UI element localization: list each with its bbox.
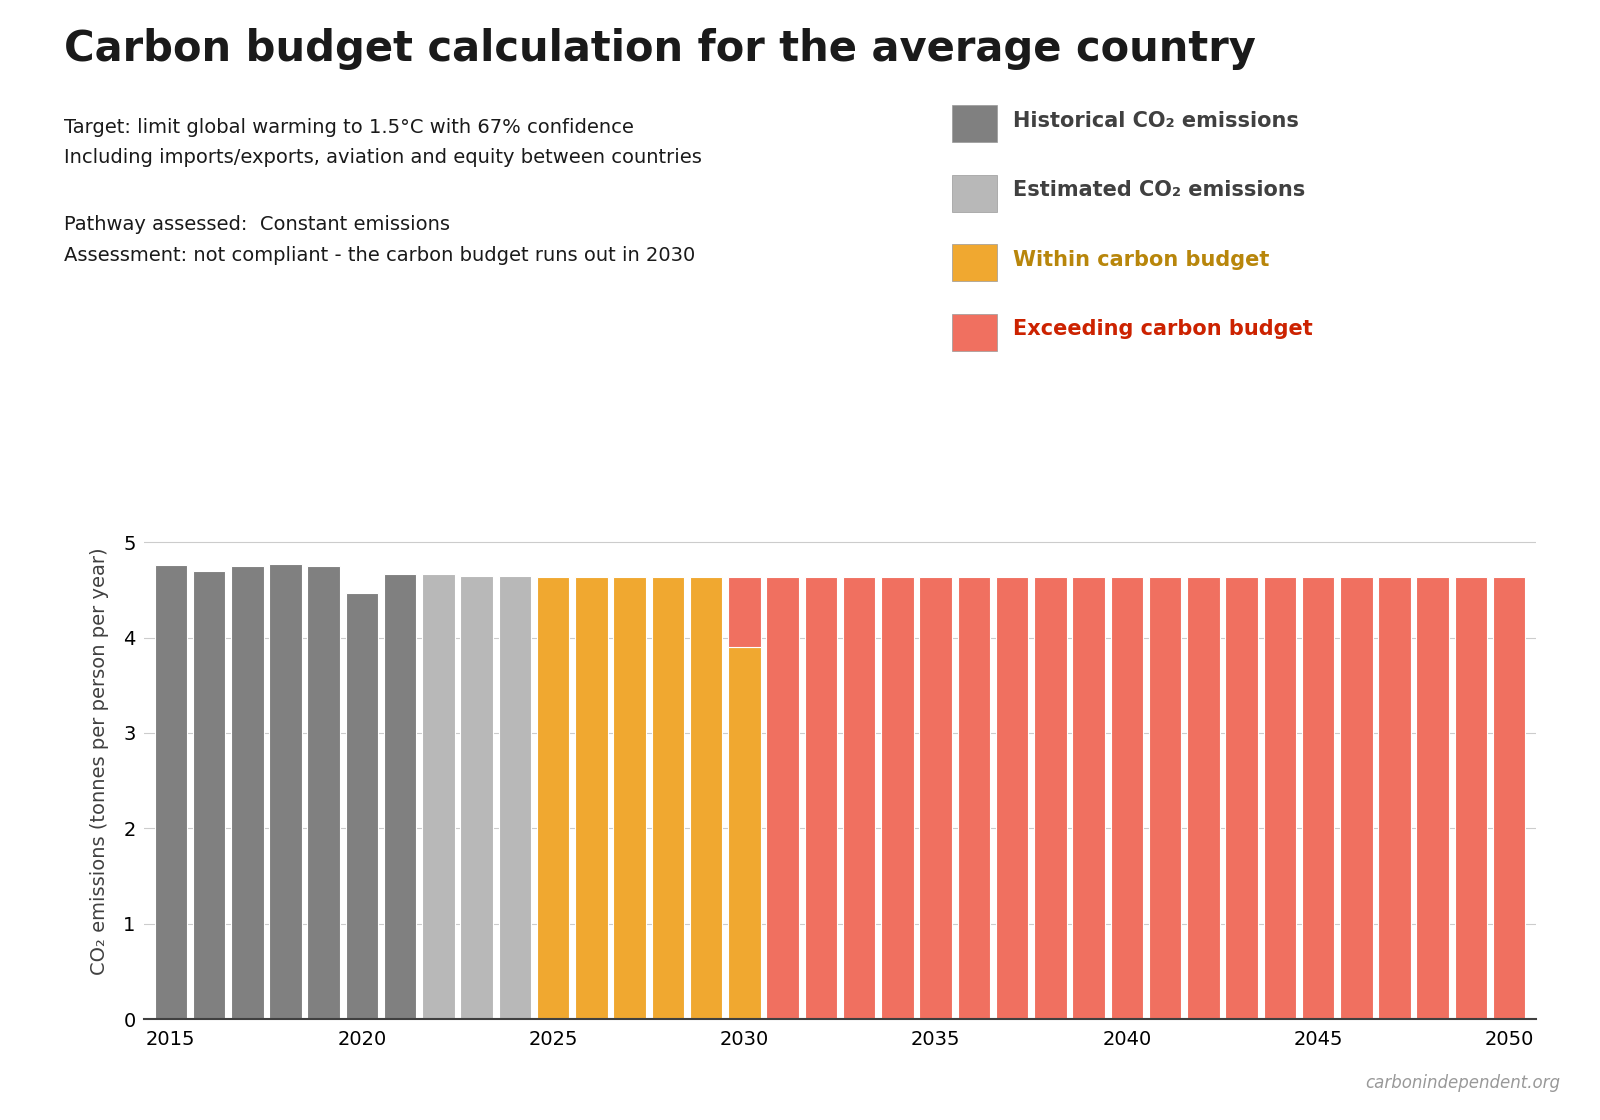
Bar — [1187, 577, 1219, 1019]
Bar — [574, 577, 608, 1019]
Bar — [728, 577, 760, 647]
Bar — [920, 577, 952, 1019]
Bar — [384, 573, 416, 1019]
Bar — [1493, 577, 1525, 1019]
Bar — [346, 592, 378, 1019]
Bar — [1226, 577, 1258, 1019]
Text: Historical CO₂ emissions: Historical CO₂ emissions — [1013, 111, 1299, 131]
Bar — [651, 577, 685, 1019]
Bar — [843, 577, 875, 1019]
Bar — [805, 577, 837, 1019]
Bar — [1378, 577, 1411, 1019]
Bar — [1110, 577, 1142, 1019]
Bar — [155, 566, 187, 1019]
Bar — [1149, 577, 1181, 1019]
Text: Target: limit global warming to 1.5°C with 67% confidence: Target: limit global warming to 1.5°C wi… — [64, 118, 634, 137]
Bar — [690, 577, 723, 1019]
Text: Within carbon budget: Within carbon budget — [1013, 250, 1269, 270]
Bar — [995, 577, 1029, 1019]
Text: Pathway assessed:  Constant emissions: Pathway assessed: Constant emissions — [64, 215, 450, 234]
Bar — [1454, 577, 1488, 1019]
Bar — [230, 566, 264, 1019]
Bar — [422, 573, 454, 1019]
Bar — [613, 577, 646, 1019]
Bar — [538, 577, 570, 1019]
Bar — [1302, 577, 1334, 1019]
Bar — [461, 576, 493, 1019]
Bar — [1034, 577, 1067, 1019]
Text: Assessment: not compliant - the carbon budget runs out in 2030: Assessment: not compliant - the carbon b… — [64, 246, 696, 265]
Bar — [1341, 577, 1373, 1019]
Bar — [499, 576, 531, 1019]
Bar — [192, 571, 226, 1019]
Bar — [957, 577, 990, 1019]
Bar — [882, 577, 914, 1019]
Bar — [766, 577, 798, 1019]
Bar — [1416, 577, 1450, 1019]
Text: Estimated CO₂ emissions: Estimated CO₂ emissions — [1013, 180, 1306, 200]
Text: Exceeding carbon budget: Exceeding carbon budget — [1013, 319, 1312, 339]
Bar — [1072, 577, 1106, 1019]
Text: Carbon budget calculation for the average country: Carbon budget calculation for the averag… — [64, 28, 1256, 69]
Text: Including imports/exports, aviation and equity between countries: Including imports/exports, aviation and … — [64, 148, 702, 167]
Text: carbonindependent.org: carbonindependent.org — [1365, 1074, 1560, 1092]
Bar — [269, 564, 302, 1019]
Bar — [1264, 577, 1296, 1019]
Bar — [307, 566, 339, 1019]
Y-axis label: CO₂ emissions (tonnes per person per year): CO₂ emissions (tonnes per person per yea… — [90, 548, 109, 976]
Bar — [728, 647, 760, 1019]
